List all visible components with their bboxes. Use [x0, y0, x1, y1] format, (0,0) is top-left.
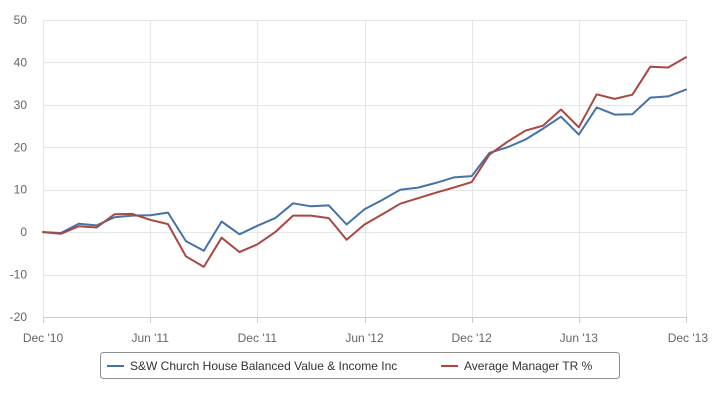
- y-tick-label: -10: [10, 268, 28, 282]
- axes: -20 -10 0 10 20 30 40 50 Dec '10 Jun '11 Dec '11 Ju…: [10, 13, 709, 345]
- y-tick-label: 30: [14, 98, 28, 112]
- legend-label-series-1: S&W Church House Balanced Value & Income…: [130, 359, 397, 373]
- x-tick-label: Dec '12: [452, 331, 493, 345]
- legend: S&W Church House Balanced Value & Income…: [100, 352, 620, 379]
- legend-item-series-1[interactable]: S&W Church House Balanced Value & Income…: [107, 359, 397, 373]
- y-tick-label: -20: [10, 310, 28, 324]
- x-tick-label: Jun '13: [560, 331, 599, 345]
- series-line-1[interactable]: [42, 88, 687, 252]
- series-line-2[interactable]: [42, 56, 687, 268]
- grid: [43, 20, 687, 318]
- y-tick-label: 0: [20, 225, 27, 239]
- x-tick-label: Jun '12: [345, 331, 384, 345]
- y-tick-label: 40: [14, 55, 28, 69]
- x-tick-label: Dec '11: [238, 331, 278, 345]
- x-tick-label: Jun '11: [131, 331, 169, 345]
- legend-box: [100, 352, 620, 379]
- y-tick-label: 10: [14, 183, 28, 197]
- y-tick-label: 20: [14, 140, 28, 154]
- legend-item-series-2[interactable]: Average Manager TR %: [441, 359, 593, 373]
- series: [42, 56, 687, 268]
- x-tick-label: Dec '10: [23, 331, 64, 345]
- x-tick-label: Dec '13: [668, 331, 709, 345]
- y-tick-label: 50: [14, 13, 28, 27]
- legend-label-series-2: Average Manager TR %: [464, 359, 593, 373]
